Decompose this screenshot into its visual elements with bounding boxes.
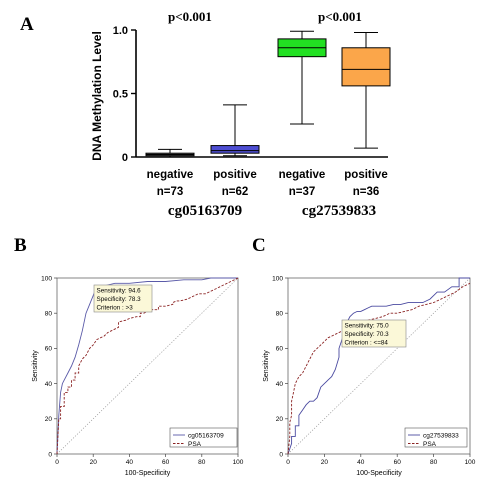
roc-annotation-line: Sensitivity: 75.0 [345,323,390,330]
roc-diagonal [287,277,471,455]
boxplot-chart: DNA Methylation Level 0 0.5 1.0 negative n=… [90,9,391,219]
roc-ytick-label: 60 [276,346,284,353]
group-n: n=37 [289,186,316,198]
group-n: n=62 [222,186,249,198]
boxplot-ytick-label: 0.5 [113,89,128,101]
roc-annotation-line: Criterion : <=84 [345,340,389,347]
roc-annotation-line: Sensitivity: 94.6 [97,288,142,295]
roc-xtick-label: 80 [198,459,206,466]
panel-label-b: B [14,235,27,256]
roc-xtick-label: 100 [465,459,476,466]
boxplot-ylabel: DNA Methylation Level [90,31,104,161]
roc-series-line [287,277,470,455]
pvalue-right: p<0.001 [318,9,362,24]
roc-ytick-label: 0 [48,451,52,458]
box-group: positive n=62 [210,104,260,198]
roc-annotation-line: Specificity: 70.3 [345,331,390,338]
roc-ylabel: Sensitivity [32,350,39,382]
roc-xtick-label: 40 [357,459,365,466]
roc-ytick-label: 20 [276,416,284,423]
roc-ytick-label: 40 [276,381,284,388]
roc-xtick-label: 0 [55,459,59,466]
roc-ytick-label: 40 [45,381,53,388]
roc-xtick-label: 100 [233,459,244,466]
roc-legend-label: cg27539833 [423,432,459,439]
marker-label-right: cg27539833 [302,203,376,219]
roc-annotation-box [93,284,153,313]
group-n: n=73 [157,186,184,198]
roc-xtick-label: 20 [321,459,329,466]
panel-label-a: A [20,14,34,35]
group-n: n=36 [353,186,380,198]
roc-xtick-label: 80 [430,459,438,466]
roc-series-line [56,277,239,455]
marker-label-left: cg05163709 [168,203,242,219]
roc-frame [56,277,239,455]
roc-legend [169,427,238,448]
roc-chart-c: 00 20 20 40 40 60 60 80 80 100 100 100-Specificity S… [263,275,476,477]
box-group: positive n=36 [341,32,391,198]
box-group: negative n=73 [145,148,195,198]
pvalue-left: p<0.001 [168,9,212,24]
roc-legend-label: PSA [188,441,202,448]
box-body [210,145,260,154]
group-label: positive [213,169,256,181]
roc-ytick-label: 80 [45,311,53,318]
box-group: negative n=37 [277,30,327,198]
roc-xtick-label: 60 [394,459,402,466]
roc-legend-label: cg05163709 [188,432,224,439]
roc-xtick-label: 20 [90,459,98,466]
box-body [341,47,391,87]
roc-ylabel: Sensitivity [263,350,270,382]
roc-annotation-line: Specificity: 78.3 [97,296,142,303]
group-label: negative [147,169,194,181]
roc-annotation-box [341,319,407,348]
roc-ytick-label: 0 [279,451,283,458]
group-label: positive [344,169,387,181]
roc-xtick-label: 0 [286,459,290,466]
roc-legend-label: PSA [423,441,437,448]
roc-legend [404,427,468,448]
roc-xlabel: 100-Specificity [125,470,171,477]
panel-label-c: C [252,235,266,256]
roc-frame [287,277,471,455]
roc-xtick-label: 40 [126,459,134,466]
roc-ytick-label: 20 [45,416,53,423]
roc-ytick-label: 100 [272,275,283,282]
roc-annotation-line: Criterion : >3 [97,305,134,312]
roc-xtick-label: 60 [162,459,170,466]
roc-diagonal [56,277,239,455]
roc-chart-b: 00 20 20 40 40 60 60 80 80 100 100 100-Specificity S… [32,275,244,477]
boxplot-ytick-label: 0 [122,152,128,164]
boxplot-ytick-label: 1.0 [113,25,128,37]
roc-ytick-label: 80 [276,311,284,318]
roc-xlabel: 100-Specificity [356,470,402,477]
roc-ytick-label: 60 [45,346,53,353]
group-label: negative [279,169,326,181]
roc-ytick-label: 100 [41,275,52,282]
